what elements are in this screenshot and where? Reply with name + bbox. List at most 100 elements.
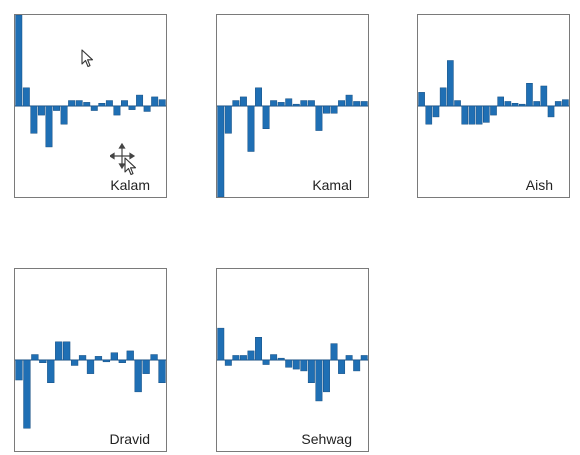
subplot-sehwag: Sehwag — [216, 268, 369, 452]
subplot-dravid-bar-1 — [15, 359, 23, 381]
subplot-aish-bar-13 — [504, 101, 512, 107]
subplot-kalam-bar-2 — [22, 87, 30, 107]
subplot-dravid-bar-4 — [39, 359, 47, 363]
subplot-kalam-bar-20 — [158, 99, 166, 107]
subplot-aish-bar-4 — [439, 87, 447, 107]
subplot-dravid-bar-19 — [158, 359, 166, 383]
subplot-kalam-bar-9 — [75, 100, 83, 107]
subplot-kamal-bar-2 — [224, 105, 232, 134]
subplot-dravid-label: Dravid — [109, 431, 150, 447]
subplot-kalam-bar-5 — [45, 105, 53, 148]
subplot-sehwag-bar-18 — [345, 355, 353, 361]
subplot-aish-bar-9 — [475, 105, 483, 125]
subplot-dravid-bar-13 — [110, 352, 118, 361]
subplot-kamal-bar-17 — [338, 100, 346, 107]
subplot-kalam-bar-11 — [90, 105, 98, 111]
subplot-sehwag-bar-16 — [330, 343, 338, 361]
subplot-kamal-bar-4 — [239, 96, 247, 107]
subplot-aish-bar-5 — [447, 60, 454, 107]
subplot-dravid-bar-14 — [118, 359, 126, 363]
subplot-kamal-bar-3 — [232, 100, 240, 107]
subplot-dravid-bar-3 — [31, 354, 39, 361]
subplot-dravid-bar-15 — [126, 350, 134, 361]
subplot-kamal-bar-5 — [247, 105, 255, 152]
subplot-aish-bar-20 — [554, 101, 562, 107]
subplot-aish-bar-21 — [562, 99, 569, 107]
subplot-aish-bar-18 — [540, 85, 548, 107]
subplot-aish-bar-8 — [468, 105, 476, 125]
subplot-dravid-bar-5 — [47, 359, 55, 383]
subplot-kamal-bar-13 — [307, 100, 315, 107]
subplot-aish-label: Aish — [525, 177, 553, 193]
subplot-sehwag-bar-4 — [239, 355, 247, 361]
subplot-kalam-bar-6 — [53, 105, 60, 111]
move-cursor-icon — [110, 143, 137, 176]
subplot-kalam-bar-15 — [121, 100, 128, 107]
subplot-dravid-bar-9 — [78, 355, 87, 361]
subplot-kalam-bar-18 — [143, 105, 151, 112]
subplot-kamal-bar-14 — [315, 105, 323, 131]
subplot-kamal-bar-15 — [323, 105, 330, 114]
subplot-dravid-bar-6 — [55, 341, 63, 361]
subplot-kamal-bar-6 — [255, 87, 262, 107]
subplot-sehwag-bar-5 — [247, 350, 255, 361]
subplot-kalam-bar-7 — [60, 105, 68, 125]
subplot-sehwag-label: Sehwag — [301, 431, 352, 447]
subplot-kamal-bar-20 — [360, 101, 368, 107]
subplot-kalam-bar-16 — [128, 105, 136, 110]
subplot-sehwag-bar-1 — [217, 327, 225, 361]
subplot-sehwag-bar-7 — [262, 359, 270, 365]
subplot-kamal: Kamal — [216, 14, 369, 198]
subplot-kamal-bar-12 — [300, 100, 308, 107]
subplot-dravid-bar-11 — [94, 356, 103, 361]
subplot-kalam-bar-8 — [68, 100, 76, 107]
subplot-aish: Aish — [417, 14, 570, 198]
subplot-kamal-bar-16 — [330, 105, 338, 114]
subplot-sehwag-bar-3 — [232, 355, 240, 361]
subplot-dravid-bar-12 — [102, 359, 111, 363]
subplot-aish-bar-1 — [418, 92, 425, 107]
subplot-sehwag-bar-14 — [315, 359, 323, 402]
subplot-aish-bar-3 — [432, 105, 440, 118]
subplot-aish-bar-19 — [547, 105, 555, 118]
subplot-sehwag-bar-8 — [270, 354, 278, 361]
subplot-aish-bar-10 — [483, 105, 490, 123]
subplot-kamal-bar-7 — [262, 105, 270, 129]
subplot-sehwag-bar-17 — [338, 359, 346, 374]
subplot-aish-bar-15 — [518, 103, 526, 107]
subplot-dravid-bar-18 — [150, 354, 158, 361]
subplot-kamal-bar-9 — [277, 102, 285, 107]
subplot-kamal-bar-1 — [217, 105, 225, 197]
subplot-sehwag-bar-13 — [307, 359, 315, 383]
subplot-kamal-bar-10 — [285, 98, 293, 107]
subplot-kalam-bar-17 — [136, 94, 144, 107]
subplot-sehwag-bar-6 — [255, 337, 262, 361]
subplot-sehwag-bar-9 — [277, 357, 285, 361]
subplot-aish-bar-14 — [511, 103, 519, 107]
subplot-dravid-plot — [15, 341, 166, 429]
subplot-dravid-bar-17 — [142, 359, 150, 374]
subplot-kalam-bar-14 — [113, 105, 121, 116]
subplot-kalam-bar-13 — [105, 100, 113, 107]
subplot-sehwag-bar-10 — [285, 359, 293, 368]
subplot-aish-bar-12 — [497, 96, 504, 107]
subplot-kalam-bar-10 — [83, 102, 91, 107]
subplot-kamal-plot — [217, 87, 368, 197]
subplot-aish-bar-17 — [533, 101, 540, 107]
subplot-sehwag-bar-12 — [300, 359, 308, 372]
subplot-aish-bar-6 — [454, 100, 461, 107]
mouse-pointer-icon — [81, 49, 94, 68]
subplot-sehwag-plot — [217, 327, 368, 402]
subplot-kamal-bar-19 — [353, 101, 361, 107]
subplot-sehwag-bar-2 — [224, 359, 232, 366]
subplot-kalam-bar-12 — [98, 103, 106, 107]
subplot-kalam-bar-19 — [151, 96, 159, 107]
subplot-aish-bar-16 — [526, 83, 533, 107]
subplot-kalam-bar-4 — [37, 105, 45, 116]
subplot-kalam-bar-3 — [30, 105, 38, 134]
subplot-sehwag-bar-20 — [360, 355, 368, 361]
subplot-dravid-bar-7 — [63, 341, 71, 361]
subplot-aish-bar-7 — [461, 105, 469, 125]
subplot-aish-plot — [418, 60, 569, 125]
